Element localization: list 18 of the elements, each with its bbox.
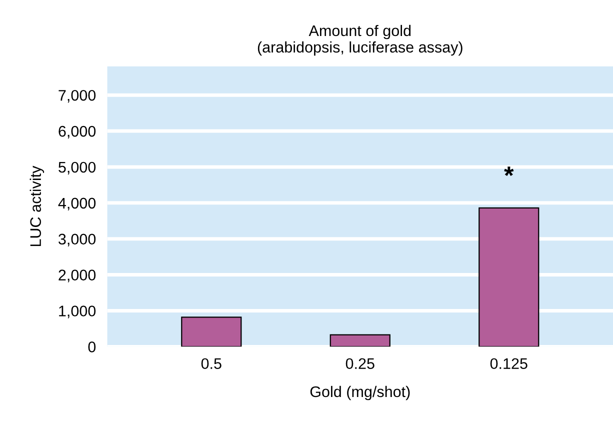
- x-tick-label: 0.5: [201, 358, 222, 370]
- bar: [330, 334, 390, 347]
- y-axis-title: LUC activity: [30, 166, 44, 246]
- chart-title: Amount of gold (arabidopsis, luciferase assay): [258, 24, 462, 56]
- x-tick-label: 0.125: [490, 358, 528, 370]
- y-tick-label: 5,000: [58, 162, 96, 174]
- y-tick-label: 4,000: [58, 198, 96, 210]
- y-tick-label: 7,000: [58, 90, 96, 103]
- x-axis-title: Gold (mg/shot): [310, 386, 410, 400]
- bar: [478, 207, 540, 347]
- x-tick-label: 0.25: [346, 358, 374, 370]
- y-tick-label: 1,000: [59, 306, 96, 318]
- y-tick-label: 6,000: [58, 126, 96, 139]
- annotation: *: [504, 166, 514, 176]
- y-tick-label: 3,000: [58, 234, 96, 246]
- y-tick-label: 2,000: [58, 270, 96, 282]
- bar: [181, 316, 242, 347]
- y-tick-label: 0: [88, 342, 96, 352]
